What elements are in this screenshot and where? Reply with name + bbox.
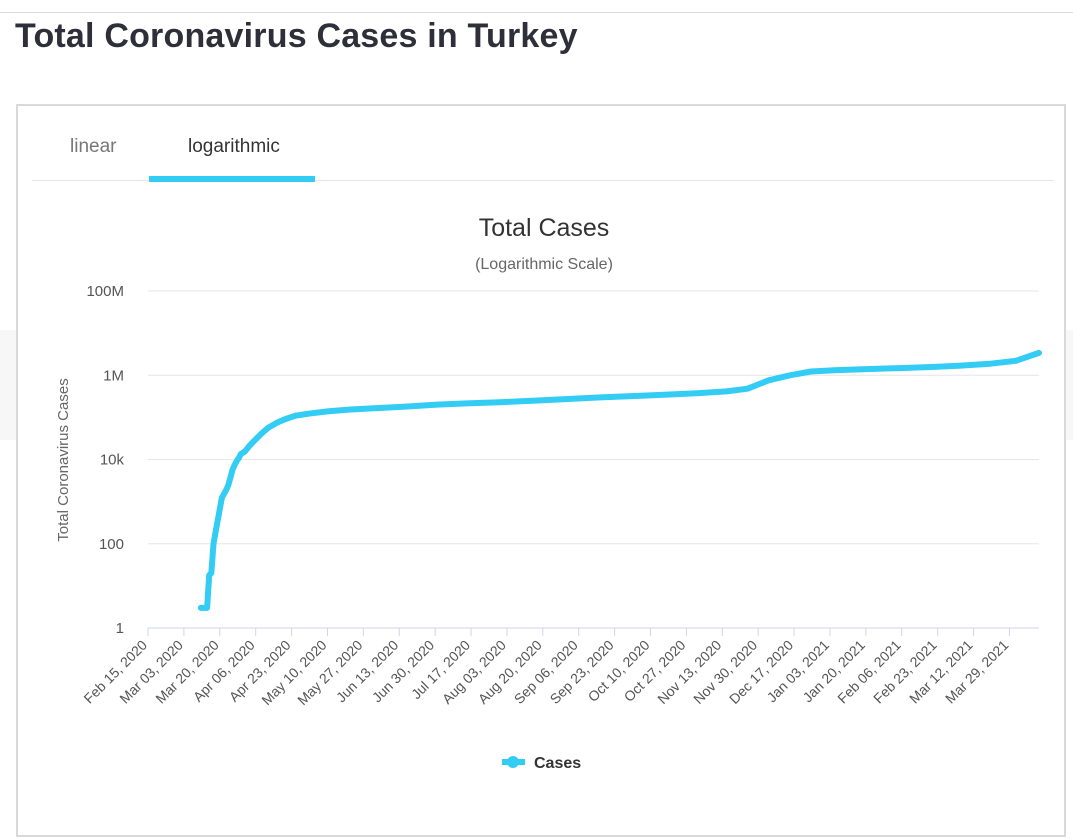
chart-panel: linear logarithmic Total Cases (Logarith…: [16, 104, 1066, 837]
y-tick-label: 1: [116, 620, 124, 637]
total-cases-chart: Total Cases (Logarithmic Scale) Total Co…: [55, 214, 1042, 772]
tab-linear[interactable]: linear: [70, 136, 117, 157]
y-axis-label: Total Coronavirus Cases: [55, 378, 72, 541]
active-tab-indicator: [149, 176, 315, 182]
chart-subtitle: (Logarithmic Scale): [475, 256, 613, 273]
tab-logarithmic[interactable]: logarithmic: [188, 136, 280, 157]
y-tick-label: 10k: [100, 452, 125, 469]
page-title: Total Coronavirus Cases in Turkey: [15, 17, 578, 55]
legend-swatch-marker: [507, 756, 519, 768]
x-tick-label: Mar 29, 2021: [942, 637, 1012, 707]
y-tick-label: 1M: [103, 367, 124, 384]
legend[interactable]: Cases: [502, 755, 581, 772]
y-tick-label: 100: [99, 536, 124, 553]
top-divider: [0, 12, 1073, 13]
scale-tabs: linear logarithmic: [32, 106, 1054, 182]
legend-label-cases: Cases: [534, 755, 581, 772]
y-tick-label: 100M: [86, 283, 124, 300]
y-axis-ticks: 1 100 10k 1M 100M: [86, 283, 124, 637]
grid-lines: [148, 290, 1039, 629]
chart-title: Total Cases: [479, 214, 610, 242]
cases-series-line: [197, 349, 1042, 611]
